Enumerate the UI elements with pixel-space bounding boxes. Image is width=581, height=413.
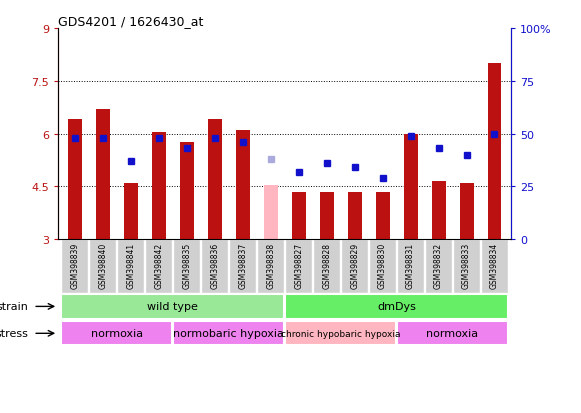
- FancyBboxPatch shape: [285, 240, 312, 293]
- Bar: [208, 120, 222, 240]
- Text: GSM398835: GSM398835: [182, 242, 191, 288]
- FancyBboxPatch shape: [257, 240, 284, 293]
- Bar: [432, 182, 446, 240]
- Text: normobaric hypoxia: normobaric hypoxia: [173, 328, 284, 339]
- Bar: [96, 110, 110, 240]
- Bar: [487, 64, 501, 240]
- Text: GSM398838: GSM398838: [266, 242, 275, 288]
- Text: GSM398832: GSM398832: [434, 242, 443, 288]
- Text: strain: strain: [0, 301, 28, 312]
- FancyBboxPatch shape: [229, 240, 256, 293]
- FancyBboxPatch shape: [117, 240, 144, 293]
- FancyBboxPatch shape: [397, 321, 508, 346]
- Text: GSM398833: GSM398833: [462, 242, 471, 288]
- FancyBboxPatch shape: [397, 240, 424, 293]
- Bar: [124, 183, 138, 240]
- Text: GSM398842: GSM398842: [155, 242, 163, 288]
- Bar: [152, 133, 166, 240]
- FancyBboxPatch shape: [425, 240, 452, 293]
- Text: GSM398829: GSM398829: [350, 242, 359, 288]
- Bar: [375, 192, 390, 240]
- Text: GSM398828: GSM398828: [322, 242, 331, 288]
- Bar: [320, 192, 333, 240]
- Text: GSM398831: GSM398831: [406, 242, 415, 288]
- FancyBboxPatch shape: [89, 240, 116, 293]
- Bar: [236, 131, 250, 240]
- FancyBboxPatch shape: [481, 240, 508, 293]
- FancyBboxPatch shape: [313, 240, 340, 293]
- FancyBboxPatch shape: [202, 240, 228, 293]
- Text: chronic hypobaric hypoxia: chronic hypobaric hypoxia: [281, 329, 400, 338]
- Bar: [404, 134, 418, 240]
- FancyBboxPatch shape: [173, 240, 200, 293]
- Bar: [292, 192, 306, 240]
- Text: GSM398830: GSM398830: [378, 242, 387, 288]
- FancyBboxPatch shape: [341, 240, 368, 293]
- Text: GSM398841: GSM398841: [126, 242, 135, 288]
- Text: GSM398834: GSM398834: [490, 242, 499, 288]
- Bar: [347, 192, 361, 240]
- Text: GSM398827: GSM398827: [294, 242, 303, 288]
- Text: GSM398837: GSM398837: [238, 242, 248, 288]
- Text: GSM398836: GSM398836: [210, 242, 219, 288]
- Text: GSM398839: GSM398839: [70, 242, 80, 288]
- FancyBboxPatch shape: [62, 321, 172, 346]
- Text: wild type: wild type: [148, 301, 198, 312]
- FancyBboxPatch shape: [285, 321, 396, 346]
- Text: normoxia: normoxia: [426, 328, 479, 339]
- Text: dmDys: dmDys: [377, 301, 416, 312]
- Bar: [460, 183, 474, 240]
- Text: stress: stress: [0, 328, 28, 339]
- Text: GDS4201 / 1626430_at: GDS4201 / 1626430_at: [58, 15, 203, 28]
- FancyBboxPatch shape: [285, 294, 508, 319]
- Text: GSM398840: GSM398840: [98, 242, 107, 288]
- Bar: [180, 143, 194, 240]
- Text: count: count: [64, 412, 92, 413]
- FancyBboxPatch shape: [145, 240, 172, 293]
- Bar: [68, 120, 82, 240]
- FancyBboxPatch shape: [173, 321, 284, 346]
- FancyBboxPatch shape: [369, 240, 396, 293]
- FancyBboxPatch shape: [62, 294, 284, 319]
- FancyBboxPatch shape: [62, 240, 88, 293]
- Bar: [264, 185, 278, 240]
- Text: normoxia: normoxia: [91, 328, 143, 339]
- FancyBboxPatch shape: [453, 240, 480, 293]
